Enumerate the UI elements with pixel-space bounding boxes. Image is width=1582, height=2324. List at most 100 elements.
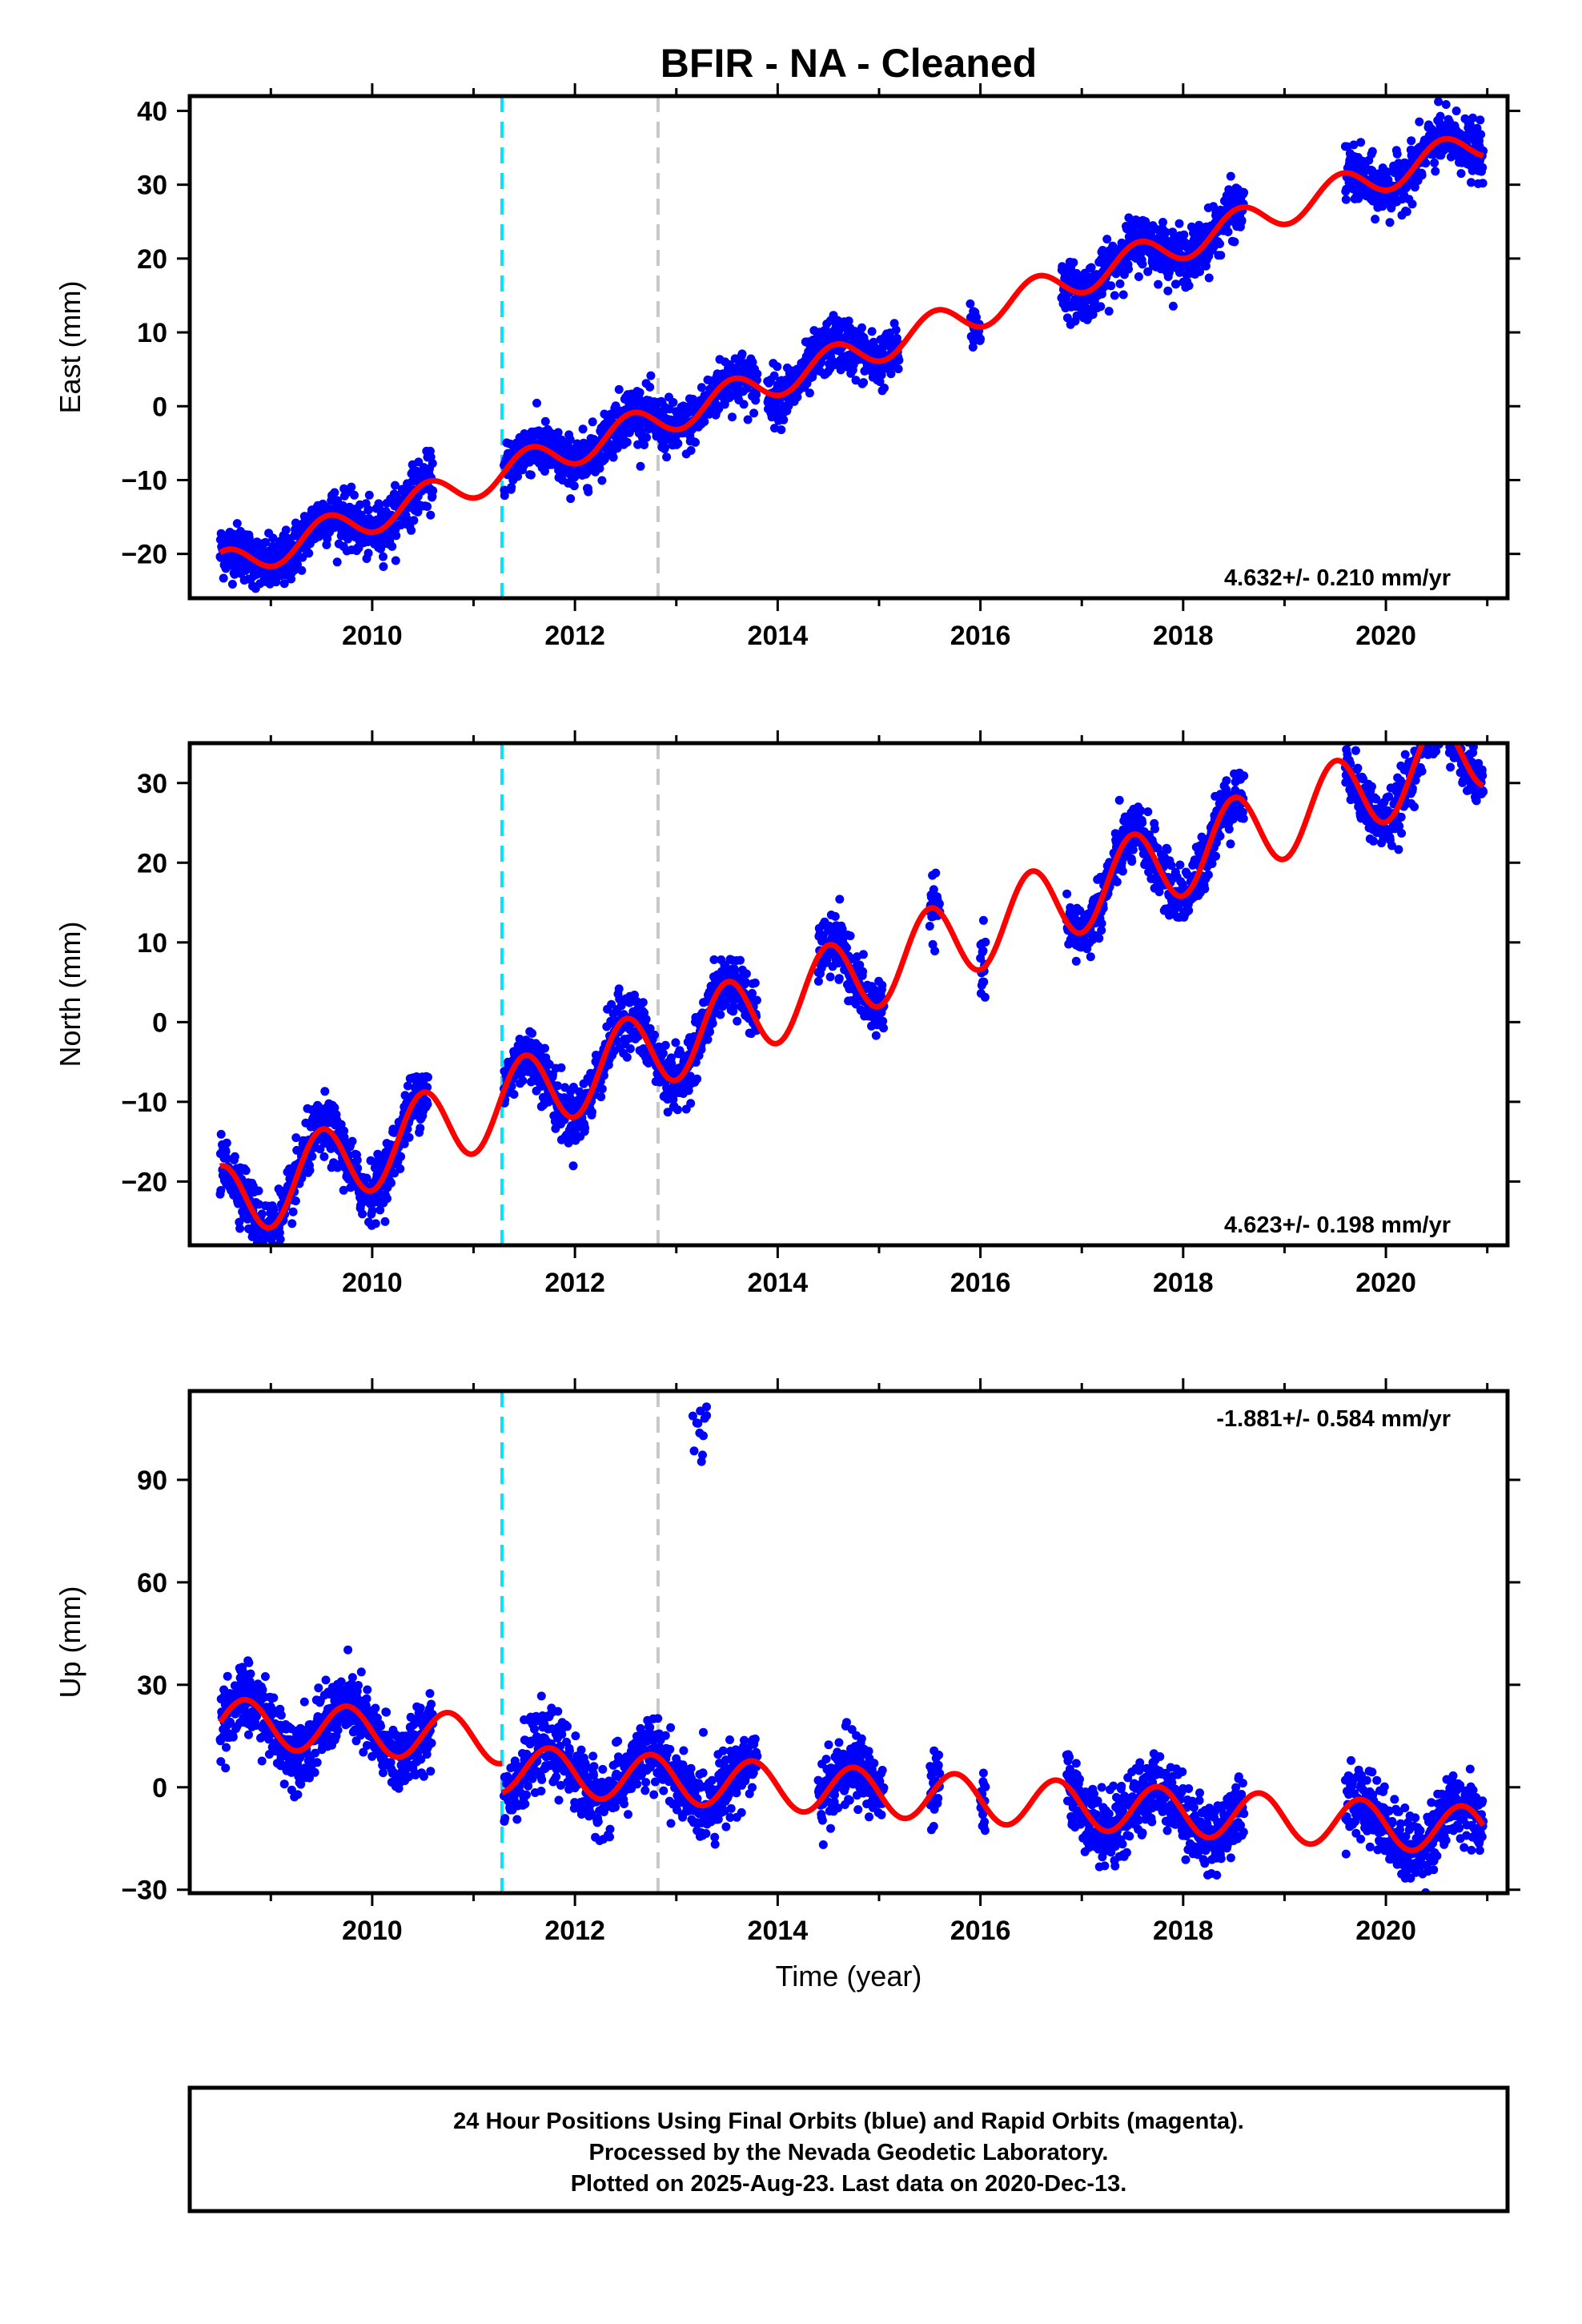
- east-point: [622, 437, 632, 447]
- north-point: [339, 1185, 348, 1195]
- east-y-tick-label: −10: [121, 465, 167, 496]
- east-point: [297, 565, 307, 575]
- east-point: [1239, 187, 1249, 197]
- north-point: [673, 1105, 682, 1115]
- east-point: [633, 440, 643, 449]
- north-point: [1150, 824, 1159, 834]
- north-point: [697, 1045, 706, 1054]
- north-point: [842, 943, 851, 952]
- north-point: [275, 1228, 284, 1237]
- north-point: [869, 985, 879, 995]
- north-point: [671, 1038, 681, 1047]
- east-point: [728, 412, 737, 422]
- north-point: [291, 1133, 301, 1143]
- east-point: [1476, 115, 1485, 125]
- east-point: [279, 579, 289, 589]
- east-point: [347, 482, 356, 492]
- east-point: [777, 425, 786, 435]
- east-point: [1383, 167, 1392, 177]
- east-point: [304, 549, 314, 558]
- east-point: [1215, 239, 1224, 248]
- east-point: [608, 452, 618, 462]
- east-point: [569, 481, 579, 491]
- east-point: [513, 472, 523, 481]
- north-point: [339, 1126, 349, 1136]
- north-point: [358, 1209, 367, 1219]
- north-point: [257, 1209, 267, 1219]
- east-point: [414, 457, 424, 467]
- east-point: [1392, 149, 1402, 159]
- east-point: [635, 388, 644, 397]
- east-point: [1226, 171, 1235, 181]
- east-point: [588, 417, 597, 427]
- east-x-tick-label: 2018: [1153, 621, 1214, 651]
- north-point: [597, 1084, 607, 1094]
- east-point: [773, 362, 782, 372]
- north-point: [275, 1250, 284, 1259]
- north-point: [877, 980, 887, 990]
- east-rate-label: 4.632+/- 0.210 mm/yr: [1224, 565, 1451, 591]
- east-y-tick-label: 20: [137, 244, 167, 275]
- north-point: [400, 1139, 409, 1148]
- north-point: [1114, 795, 1124, 805]
- east-point: [1435, 111, 1445, 121]
- east-point: [700, 417, 709, 426]
- north-point: [235, 1224, 245, 1233]
- east-point: [1456, 169, 1466, 179]
- north-point: [658, 1048, 668, 1058]
- east-point: [540, 416, 550, 426]
- east-point: [1104, 307, 1114, 316]
- north-point: [622, 1052, 632, 1062]
- east-y-tick-label: 30: [137, 171, 167, 201]
- east-point: [893, 364, 903, 374]
- east-point: [640, 440, 649, 449]
- east-y-tick-label: 0: [152, 392, 167, 422]
- north-point: [645, 1023, 655, 1033]
- east-point: [691, 437, 700, 447]
- north-point: [325, 1110, 335, 1120]
- east-point: [566, 494, 576, 504]
- east-point: [298, 553, 307, 562]
- north-point: [733, 1016, 742, 1026]
- north-point: [669, 1095, 678, 1104]
- east-point: [1174, 219, 1184, 228]
- east-point: [1385, 218, 1395, 227]
- east-point: [1441, 100, 1451, 109]
- north-point: [404, 1132, 414, 1142]
- east-point: [805, 388, 814, 398]
- east-point: [1223, 227, 1233, 236]
- east-point: [391, 531, 401, 541]
- east-y-tick-label: 10: [137, 318, 167, 348]
- east-point: [1158, 218, 1167, 227]
- north-point: [587, 1108, 596, 1116]
- east-point: [1086, 263, 1096, 272]
- east-point: [669, 398, 678, 407]
- east-point: [646, 371, 656, 380]
- north-point: [703, 1035, 713, 1044]
- east-point: [779, 415, 789, 424]
- east-point: [1452, 107, 1461, 115]
- east-point: [1134, 272, 1143, 281]
- east-point: [584, 487, 593, 497]
- east-point: [1349, 140, 1359, 150]
- north-point: [375, 1205, 385, 1215]
- north-point: [685, 1072, 695, 1081]
- north-point: [556, 1063, 566, 1072]
- east-point: [1143, 267, 1153, 276]
- north-point: [396, 1152, 406, 1161]
- north-point: [625, 1044, 635, 1053]
- north-point: [362, 1173, 371, 1183]
- east-point: [886, 369, 896, 379]
- north-point: [1203, 870, 1213, 879]
- east-point: [697, 383, 706, 392]
- north-point: [540, 1043, 549, 1053]
- east-point: [540, 467, 549, 476]
- east-point: [578, 424, 588, 434]
- north-point: [230, 1152, 239, 1161]
- east-point: [1431, 167, 1440, 176]
- east-point: [770, 424, 779, 433]
- east-point: [1341, 195, 1351, 204]
- east-model-curve: [500, 135, 1485, 477]
- east-point: [891, 325, 901, 335]
- north-point: [305, 1165, 315, 1175]
